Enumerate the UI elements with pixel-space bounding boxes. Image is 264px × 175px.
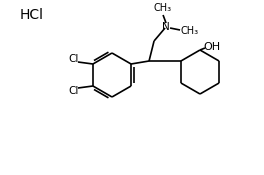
Text: Cl: Cl (69, 86, 79, 96)
Text: CH₃: CH₃ (154, 3, 172, 13)
Text: HCl: HCl (20, 8, 44, 22)
Text: OH: OH (204, 42, 220, 52)
Text: CH₃: CH₃ (181, 26, 199, 36)
Text: Cl: Cl (69, 54, 79, 64)
Text: N: N (162, 22, 170, 32)
